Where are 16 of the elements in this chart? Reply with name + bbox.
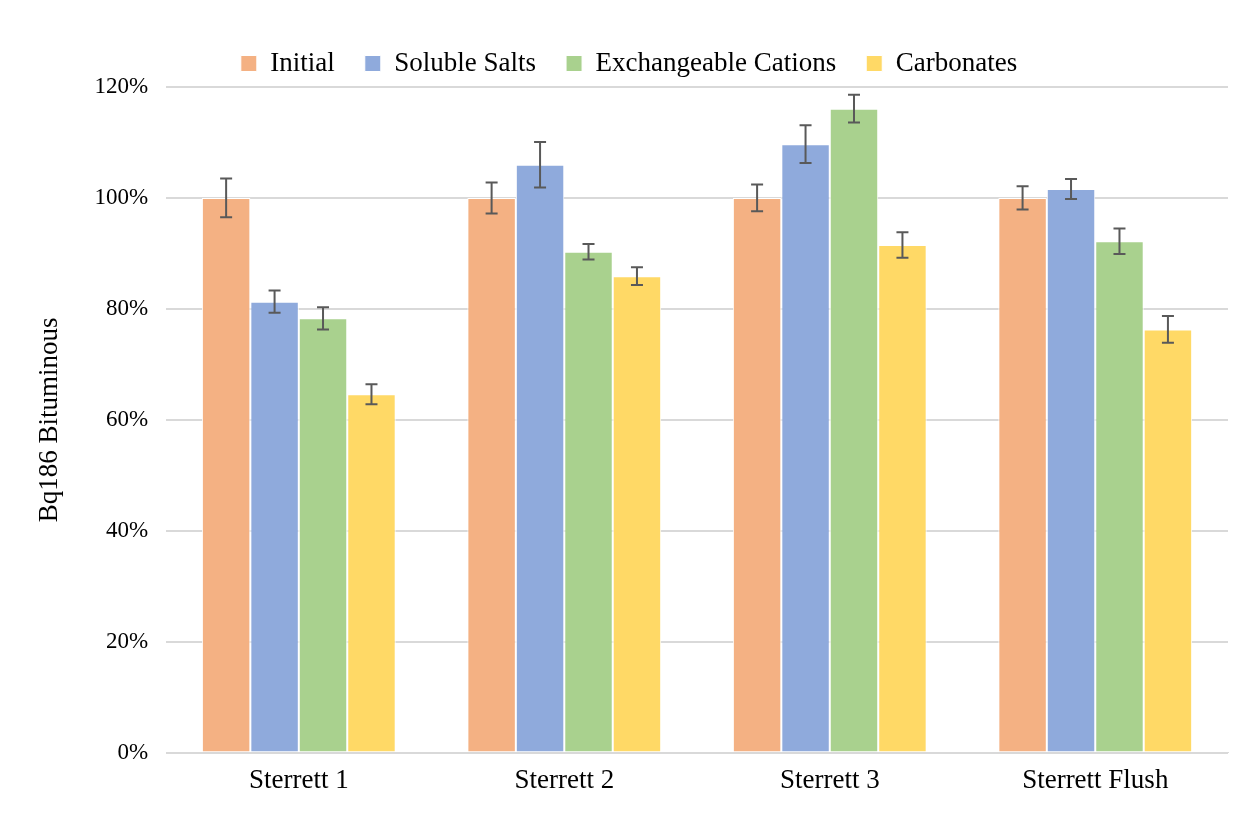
legend-label: Soluble Salts [394,46,537,77]
y-tick-label: 20% [105,627,149,653]
x-tick-label: Sterrett 1 [248,763,349,794]
x-tick-label: Sterrett 3 [779,763,880,794]
y-tick-label: 100% [94,183,149,209]
y-tick-label: 40% [105,516,149,542]
y-tick-label: 60% [105,405,149,431]
x-tick-label: Sterrett Flush [1022,763,1169,794]
y-tick-label: 120% [94,73,149,99]
legend-label: Carbonates [895,46,1018,77]
y-tick-label: 80% [105,294,149,320]
y-tick-label: 0% [117,738,149,764]
y-axis-title: Bq186 Bituminous [33,317,64,523]
x-tick-label: Sterrett 2 [514,763,615,794]
legend-label: Initial [270,46,335,77]
legend-label: Exchangeable Cations [595,46,837,77]
